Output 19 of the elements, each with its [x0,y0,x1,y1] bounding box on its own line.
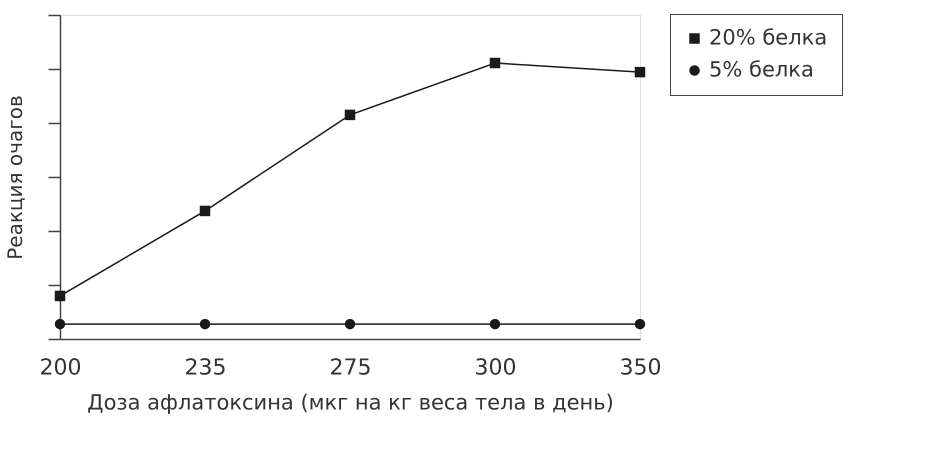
point [344,110,356,120]
point [634,66,646,78]
x-tick-label: 275 [330,356,372,380]
point [200,206,210,216]
x-axis-title: Доза афлатоксина (мкг на кг веса тела в день) [87,390,614,414]
point [344,318,356,330]
y-axis-title: Реакция очагов [2,95,27,260]
point [634,318,646,330]
x-tick-label: 350 [620,356,662,380]
point [54,290,66,302]
x-tick-label: 300 [474,356,516,380]
legend-label: 20% белка [709,26,828,50]
point [490,318,500,330]
x-tick-label: 200 [40,356,82,380]
point [490,58,500,68]
legend-label: 5% белка [709,58,814,82]
point [54,318,66,330]
point [200,318,210,330]
x-tick-label: 235 [184,356,226,380]
